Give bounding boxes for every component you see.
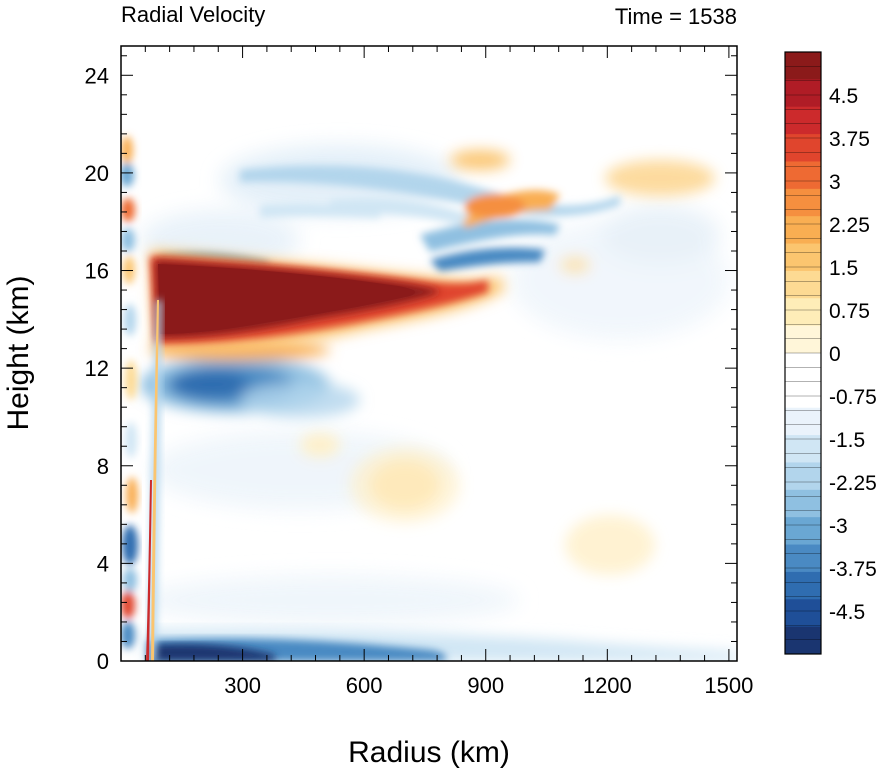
velocity-field	[121, 46, 737, 661]
x-tick-label: 1500	[704, 673, 753, 698]
y-tick-label: 4	[97, 551, 109, 576]
colorbar-label: 3	[829, 171, 841, 194]
colorbar-swatch	[785, 489, 821, 518]
colorbar-swatch	[785, 626, 821, 655]
colorbar-swatch	[785, 517, 821, 546]
y-tick-label: 20	[85, 161, 109, 186]
colorbar-swatch	[785, 298, 821, 327]
y-tick-label: 12	[85, 356, 109, 381]
x-axis-title: Radius (km)	[348, 736, 510, 769]
colorbar-swatch	[785, 599, 821, 628]
field-mid-inflow	[140, 340, 360, 418]
x-tick-label: 600	[346, 673, 383, 698]
colorbar-label: -3.75	[829, 558, 877, 581]
colorbar: 4.5 3.75 3 2.25 1.5 0.75 0 -0.75 -1.5 -2.25 -3 -3.7…	[784, 51, 877, 655]
colorbar-label: 4.5	[829, 85, 858, 108]
colorbar-swatch	[785, 161, 821, 190]
colorbar-swatch	[785, 571, 821, 600]
x-tick-label: 1200	[583, 673, 632, 698]
colorbar-swatch	[785, 435, 821, 463]
colorbar-label: -4.5	[829, 601, 865, 624]
field-upper-bands	[160, 165, 620, 272]
y-tick-label: 8	[97, 454, 109, 479]
colorbar-label: -0.75	[829, 386, 877, 409]
field-outflow	[150, 250, 505, 351]
colorbar-swatch	[785, 188, 821, 217]
colorbar-label: -2.25	[829, 472, 877, 495]
chart-title-left: Radial Velocity	[121, 2, 265, 27]
colorbar-swatch	[785, 134, 821, 162]
colorbar-swatch	[785, 52, 821, 80]
x-tick-label: 300	[224, 673, 261, 698]
colorbar-label: 0	[829, 343, 841, 366]
colorbar-label: 2.25	[829, 214, 870, 237]
axes: 300 600 900 1200 1500 0 4 8 12 16 20 24	[85, 46, 753, 698]
colorbar-swatch	[785, 353, 821, 381]
y-axis-title: Height (km)	[2, 275, 35, 430]
colorbar-swatch	[785, 79, 821, 108]
colorbar-swatch	[785, 380, 821, 409]
colorbar-swatch	[785, 325, 821, 354]
colorbar-swatch	[785, 407, 821, 436]
colorbar-label: 0.75	[829, 300, 870, 323]
chart-title-right: Time = 1538	[615, 4, 737, 29]
colorbar-label: -3	[829, 515, 848, 538]
y-tick-label: 0	[97, 649, 109, 674]
field-boundary-inflow	[145, 629, 737, 661]
colorbar-label: -1.5	[829, 429, 865, 452]
colorbar-swatch	[785, 216, 821, 245]
field-eyewall	[146, 300, 162, 661]
field-light-yellow	[300, 150, 715, 575]
field-eye-column	[121, 136, 138, 649]
colorbar-swatch	[785, 462, 821, 491]
colorbar-frame	[784, 51, 822, 655]
colorbar-swatch	[785, 270, 821, 299]
x-tick-label: 900	[467, 673, 504, 698]
colorbar-label: 1.5	[829, 257, 858, 280]
colorbar-label: 3.75	[829, 128, 870, 151]
plot-frame	[120, 45, 738, 662]
colorbar-swatch	[785, 106, 821, 135]
y-tick-label: 24	[85, 63, 109, 88]
y-tick-label: 16	[85, 259, 109, 284]
